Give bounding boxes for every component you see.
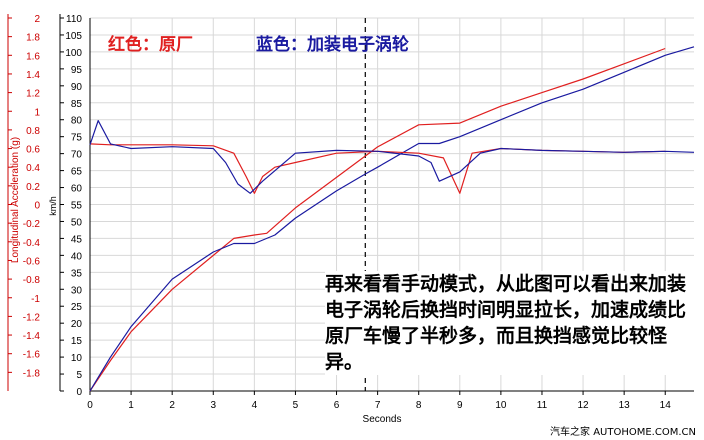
speed-tick-label: 10	[71, 353, 83, 364]
acceleration-tick-label: 1.2	[26, 89, 40, 100]
acceleration-tick-label: -1.8	[23, 368, 41, 379]
speed-tick-label: 55	[71, 201, 83, 212]
time-axis-title: Seconds	[363, 414, 402, 425]
speed-tick-label: 70	[71, 150, 83, 161]
speed-tick-label: 75	[71, 133, 83, 144]
time-tick-label: 8	[416, 400, 422, 411]
acceleration-tick-label: 0	[34, 201, 40, 212]
acceleration-tick-label: -0.6	[23, 256, 41, 267]
time-axis: 0 1 2 3 4 5 6 7 8 9 10 11 12 13 14	[87, 391, 671, 411]
time-tick-label: 0	[87, 400, 93, 411]
speed-tick-label: 40	[71, 251, 83, 262]
speed-tick-label: 85	[71, 99, 83, 110]
time-tick-label: 9	[457, 400, 463, 411]
legend-blue: 蓝色：加装电子涡轮	[256, 35, 409, 55]
acceleration-tick-label: 0.8	[26, 126, 40, 137]
time-tick-label: 14	[660, 400, 672, 411]
time-tick-label: 12	[577, 400, 589, 411]
time-tick-label: 4	[252, 400, 258, 411]
time-tick-label: 11	[537, 400, 548, 411]
speed-tick-label: 30	[71, 285, 83, 296]
acceleration-tick-label: 0.4	[26, 163, 40, 174]
speed-tick-label: 80	[71, 116, 83, 127]
acceleration-tick-label: 1.6	[26, 51, 40, 62]
speed-tick-label: 110	[66, 14, 82, 25]
speed-tick-label: 65	[71, 167, 83, 178]
speed-axis: 1101051009590858075706560555045403530252…	[60, 14, 82, 398]
speed-tick-label: 105	[65, 31, 82, 42]
speed-tick-label: 35	[71, 268, 83, 279]
acceleration-tick-label: 1.4	[26, 70, 40, 81]
acceleration-tick-label: 1.8	[26, 33, 40, 44]
acceleration-axis: 2 1.8 1.6 1.4 1.2 1 0.8 0.6 0.4 0.2 0 -0.2 -0.4 -0.6 -…	[8, 14, 40, 379]
acceleration-tick-label: -1.4	[23, 331, 41, 342]
acceleration-tick-label: -1	[31, 294, 40, 305]
speed-tick-label: 50	[71, 217, 83, 228]
acceleration-tick-label: -0.8	[23, 275, 41, 286]
speed-tick-label: 15	[71, 336, 83, 347]
speed-tick-label: 5	[76, 370, 82, 381]
time-tick-label: 10	[495, 400, 507, 411]
acceleration-tick-label: 2	[34, 14, 40, 25]
series-line-blue-speed	[89, 46, 695, 392]
speed-tick-label: 45	[71, 234, 83, 245]
time-tick-label: 3	[210, 400, 216, 411]
speed-tick-label: 25	[71, 302, 83, 313]
speed-tick-label: 0	[76, 387, 82, 398]
speed-axis-title: km/h	[48, 196, 58, 216]
speed-tick-label: 90	[71, 82, 83, 93]
acceleration-tick-label: 0.6	[26, 145, 40, 156]
series-group	[89, 46, 695, 392]
time-tick-label: 2	[169, 400, 175, 411]
series-line-blue-accel	[89, 120, 695, 194]
speed-tick-label: 60	[71, 184, 83, 195]
watermark-text: 汽车之家 AUTOHOME.COM.CN	[550, 427, 696, 438]
speed-tick-label: 20	[71, 319, 83, 330]
speed-tick-label: 95	[71, 65, 83, 76]
time-tick-label: 1	[128, 400, 134, 411]
time-tick-label: 6	[334, 400, 340, 411]
acceleration-tick-label: -0.2	[23, 219, 41, 230]
speed-tick-label: 100	[65, 48, 82, 59]
axis-titles: Longitudinal Acceleration (g) km/h Seconds	[10, 137, 401, 425]
time-tick-label: 13	[619, 400, 631, 411]
acceleration-tick-label: -0.4	[23, 238, 41, 249]
acceleration-tick-label: -1.6	[23, 350, 41, 361]
acceleration-tick-label: 0.2	[26, 182, 40, 193]
time-tick-label: 7	[375, 400, 381, 411]
series-line-red-speed	[89, 47, 666, 392]
time-tick-label: 5	[293, 400, 299, 411]
acceleration-tick-label: -1.2	[23, 312, 41, 323]
annotation-text: 再来看看手动模式，从此图可以看出来加装电子涡轮后换挡时间明显拉长，加速成绩比原厂…	[325, 271, 697, 375]
legend-red: 红色：原厂	[108, 35, 193, 55]
acceleration-tick-label: 1	[34, 107, 40, 118]
acceleration-axis-title: Longitudinal Acceleration (g)	[10, 137, 21, 263]
